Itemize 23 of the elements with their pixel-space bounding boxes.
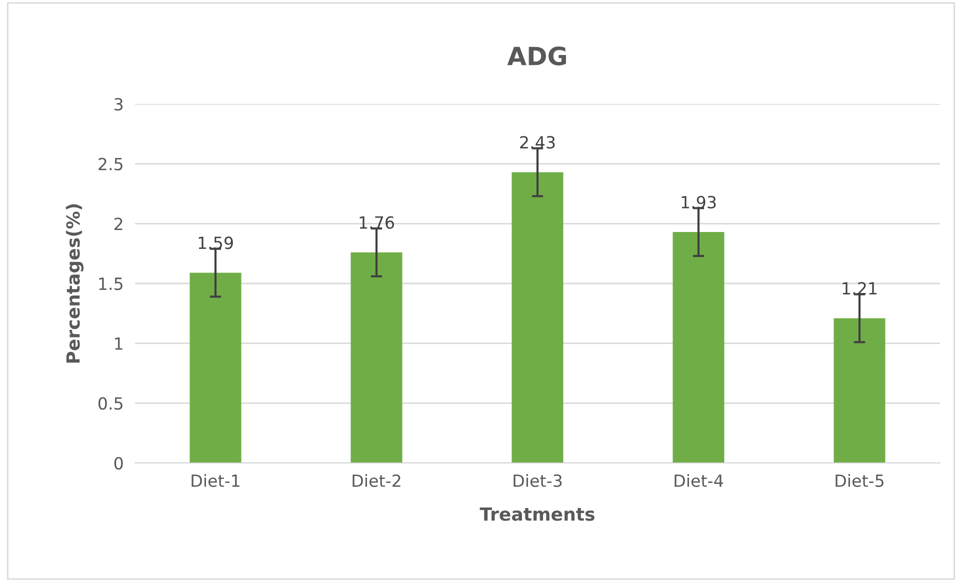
bar [190,272,242,463]
x-tick-label: Diet-5 [836,474,884,488]
bar [672,232,724,463]
y-tick-label: 3 [114,98,123,111]
x-tick-label: Diet-3 [514,474,562,488]
y-tick-label: 2.5 [98,158,122,170]
y-tick-label: 0 [114,456,123,470]
data-label: 1.76 [360,216,394,229]
chart-title: ADG [507,46,566,66]
x-tick-label: Diet-2 [352,474,400,488]
x-tick-label: Diet-1 [192,474,240,488]
x-axis-title: Treatments [480,507,594,521]
data-label: 1.93 [682,196,716,208]
y-tick-label: 0.5 [98,397,122,410]
y-tick-label: 2 [114,218,122,230]
bar [350,252,402,463]
y-axis-title: Percentages(%) [66,204,84,363]
data-label: 2.43 [520,136,555,149]
y-tick-label: 1 [115,338,122,350]
bar [834,318,886,463]
y-tick-label: 1.5 [99,278,122,290]
x-tick-label: Diet-4 [674,474,723,488]
bar [512,172,564,463]
